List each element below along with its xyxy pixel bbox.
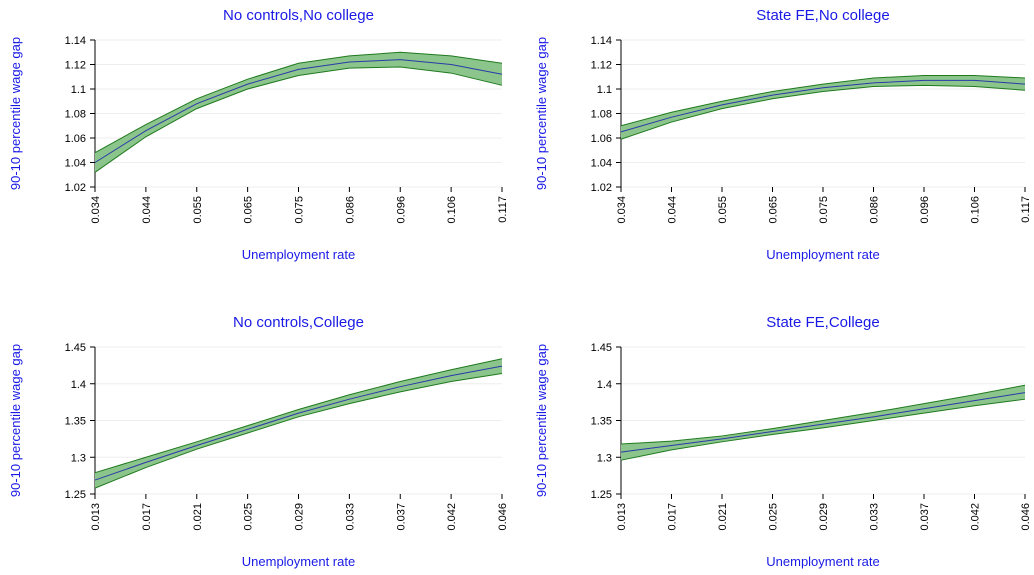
y-tick-label: 1.4	[71, 379, 86, 391]
x-tick-label: 0.086	[344, 196, 356, 224]
y-tick-label: 1.06	[591, 133, 612, 145]
y-tick-label: 1.35	[591, 416, 612, 428]
y-tick-label: 1.08	[591, 109, 612, 121]
upper-bound-line	[620, 75, 1026, 127]
panel-3: 1.25 1.3 1.35 1.4 1.45 0.013 0.017 0.021 0.025 0.…	[534, 314, 1032, 569]
x-tick-label: 0.055	[717, 196, 729, 224]
y-tick-label: 1.06	[65, 133, 86, 145]
y-tick-label: 1.4	[597, 379, 612, 391]
y-tick-label: 1.08	[65, 109, 86, 121]
y-tick-label: 1.02	[65, 182, 86, 194]
x-axis-title: Unemployment rate	[242, 554, 355, 569]
panel-2: 1.25 1.3 1.35 1.4 1.45 0.013 0.017 0.021 0.025 0.…	[8, 314, 509, 569]
x-tick-label: 0.046	[1020, 503, 1032, 531]
x-tick-label: 0.117	[497, 196, 509, 223]
y-tick-label: 1.3	[597, 452, 612, 464]
panel-1: 1.02 1.04 1.06 1.08 1.1 1.12 1.14 0.034 0.044 0.0…	[534, 7, 1032, 262]
confidence-band	[95, 358, 502, 489]
x-tick-label: 0.106	[446, 196, 458, 224]
x-tick-label: 0.044	[667, 196, 679, 224]
y-tick-label: 1.14	[65, 35, 86, 47]
lower-bound-line	[94, 372, 503, 489]
x-tick-label: 0.106	[970, 196, 982, 224]
chart-title: State FE,College	[766, 314, 879, 331]
y-axis-title: 90-10 percentile wage gap	[8, 37, 23, 190]
lower-bound-line	[94, 66, 503, 173]
x-tick-label: 0.021	[717, 503, 729, 531]
y-tick-label: 1.02	[591, 182, 612, 194]
y-axis-title: 90-10 percentile wage gap	[8, 344, 23, 497]
upper-bound-line	[94, 358, 503, 474]
x-tick-label: 0.034	[90, 196, 102, 224]
y-tick-label: 1.45	[591, 342, 612, 354]
x-tick-label: 0.033	[344, 503, 356, 531]
y-tick-label: 1.12	[591, 60, 612, 72]
x-axis-title: Unemployment rate	[766, 554, 879, 569]
lower-bound-line	[620, 84, 1026, 140]
x-tick-label: 0.013	[616, 503, 628, 531]
y-tick-label: 1.45	[65, 342, 86, 354]
x-tick-label: 0.034	[616, 196, 628, 224]
x-tick-label: 0.086	[869, 196, 881, 224]
estimate-line	[620, 79, 1026, 133]
x-tick-label: 0.046	[497, 503, 509, 531]
y-tick-label: 1.1	[71, 84, 86, 96]
chart-title: State FE,No college	[756, 7, 889, 24]
y-tick-label: 1.35	[65, 416, 86, 428]
x-tick-label: 0.075	[818, 196, 830, 224]
chart-title: No controls,College	[233, 314, 364, 331]
y-tick-label: 1.25	[591, 489, 612, 501]
x-tick-label: 0.055	[192, 196, 204, 224]
x-tick-label: 0.017	[667, 503, 679, 531]
x-axis-title: Unemployment rate	[766, 247, 879, 262]
confidence-band	[621, 75, 1025, 140]
x-tick-label: 0.021	[192, 503, 204, 531]
x-tick-label: 0.029	[294, 503, 306, 531]
x-tick-label: 0.037	[395, 503, 407, 531]
x-tick-label: 0.033	[869, 503, 881, 531]
y-axis-title: 90-10 percentile wage gap	[534, 344, 549, 497]
y-tick-label: 1.1	[597, 84, 612, 96]
x-axis-title: Unemployment rate	[242, 247, 355, 262]
upper-bound-line	[94, 51, 503, 154]
x-tick-label: 0.065	[243, 196, 255, 224]
estimate-line	[94, 365, 503, 481]
x-tick-label: 0.042	[970, 503, 982, 531]
x-tick-label: 0.013	[90, 503, 102, 531]
x-tick-label: 0.044	[141, 196, 153, 224]
y-tick-label: 1.12	[65, 60, 86, 72]
estimate-line	[620, 392, 1026, 453]
x-tick-label: 0.037	[919, 503, 931, 531]
panel-0: 1.02 1.04 1.06 1.08 1.1 1.12 1.14 0.034 0.044 0.0…	[8, 7, 509, 262]
x-tick-label: 0.042	[446, 503, 458, 531]
y-tick-label: 1.04	[591, 158, 612, 170]
x-tick-label: 0.025	[768, 503, 780, 531]
upper-bound-line	[620, 384, 1026, 445]
y-tick-label: 1.14	[591, 35, 612, 47]
y-axis-title: 90-10 percentile wage gap	[534, 37, 549, 190]
x-tick-label: 0.096	[395, 196, 407, 224]
x-tick-label: 0.075	[294, 196, 306, 224]
x-tick-label: 0.025	[243, 503, 255, 531]
x-tick-label: 0.117	[1020, 196, 1032, 223]
confidence-band	[95, 52, 502, 173]
x-tick-label: 0.017	[141, 503, 153, 531]
y-tick-label: 1.04	[65, 158, 86, 170]
x-tick-label: 0.096	[919, 196, 931, 224]
y-tick-label: 1.25	[65, 489, 86, 501]
chart-title: No controls,No college	[223, 7, 374, 24]
x-tick-label: 0.065	[768, 196, 780, 224]
estimate-line	[94, 59, 503, 163]
lower-bound-line	[620, 398, 1026, 461]
y-tick-label: 1.3	[71, 452, 86, 464]
x-tick-label: 0.029	[818, 503, 830, 531]
